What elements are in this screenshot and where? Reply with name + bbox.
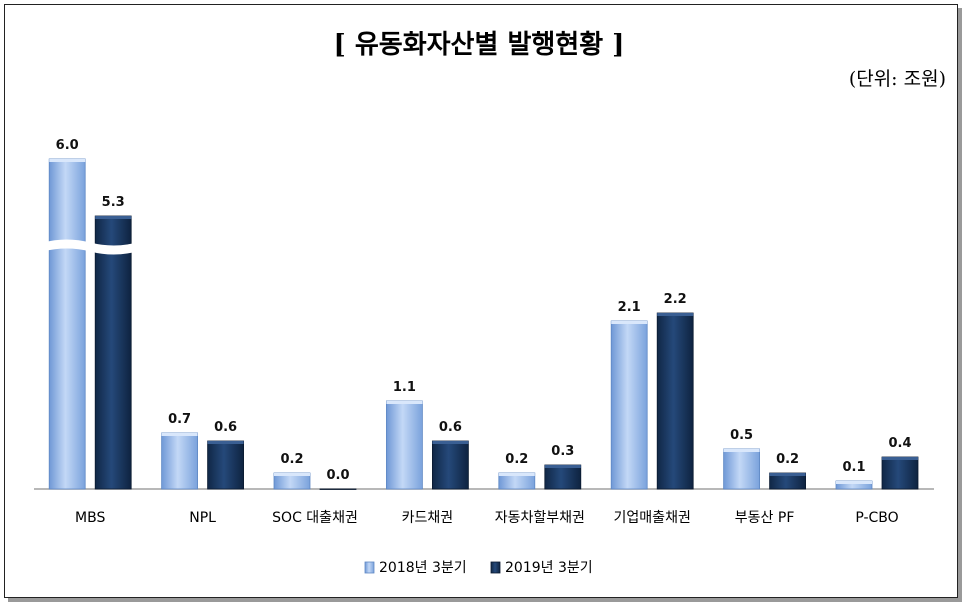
data-label: 0.5 xyxy=(730,428,753,443)
data-label: 2.1 xyxy=(618,300,641,315)
category-label: P-CBO xyxy=(855,510,898,526)
chart-frame xyxy=(4,4,958,598)
data-label: 2.2 xyxy=(664,292,687,307)
bar-top-highlight xyxy=(386,401,423,404)
category-label: MBS xyxy=(75,510,105,526)
category-label: 카드채권 xyxy=(402,510,454,526)
legend-label: 2019년 3분기 xyxy=(505,560,593,576)
chart-title: [ 유동화자산별 발행현황 ] xyxy=(333,30,625,60)
bar-MBS-2018년 3분기 xyxy=(48,158,86,490)
bar-부동산 PF-2018년 3분기 xyxy=(723,448,760,490)
bar-P-CBO-2019년 3분기 xyxy=(881,456,919,490)
data-label: 6.0 xyxy=(56,138,79,153)
data-label: 0.2 xyxy=(280,452,303,467)
data-label: 0.1 xyxy=(842,460,865,475)
bar-top-highlight xyxy=(49,159,86,162)
bar-NPL-2019년 3분기 xyxy=(207,440,245,490)
data-label: 0.7 xyxy=(168,412,191,427)
data-label: 0.4 xyxy=(888,436,911,451)
data-label: 0.0 xyxy=(326,468,349,483)
data-label: 0.6 xyxy=(439,420,462,435)
category-label: SOC 대출채권 xyxy=(272,510,358,526)
bar-NPL-2018년 3분기 xyxy=(161,432,199,490)
bar-기업매출채권-2019년 3분기 xyxy=(656,312,694,490)
bar-top-highlight xyxy=(432,441,469,444)
bar-카드채권-2018년 3분기 xyxy=(385,400,423,490)
bar-top-highlight xyxy=(723,449,760,452)
bar-기업매출채권-2018년 3분기 xyxy=(610,320,648,490)
bar-top-highlight xyxy=(95,216,132,219)
data-label: 0.2 xyxy=(505,452,528,467)
data-label: 0.6 xyxy=(214,420,237,435)
bar-MBS-2019년 3분기 xyxy=(94,215,132,490)
category-label: NPL xyxy=(189,510,216,526)
bar-top-highlight xyxy=(161,433,198,436)
bar-top-highlight xyxy=(544,465,581,468)
data-label: 1.1 xyxy=(393,380,416,395)
bar-top-highlight xyxy=(498,473,535,476)
bar-top-highlight xyxy=(274,473,310,476)
bar-top-highlight xyxy=(882,457,918,460)
bar-카드채권-2019년 3분기 xyxy=(431,440,469,490)
unit-label: (단위: 조원) xyxy=(848,68,946,90)
legend-swatch xyxy=(490,561,501,574)
bar-top-highlight xyxy=(836,481,872,484)
data-label: 0.3 xyxy=(551,444,574,459)
bar-자동차할부채권-2019년 3분기 xyxy=(544,464,582,490)
bar-SOC 대출채권-2019년 3분기 xyxy=(319,488,357,490)
bar-top-highlight xyxy=(769,473,806,476)
bar-top-highlight xyxy=(207,441,244,444)
legend-swatch xyxy=(364,561,375,574)
data-label: 5.3 xyxy=(102,195,125,210)
data-label: 0.2 xyxy=(776,452,799,467)
bar-top-highlight xyxy=(611,321,648,324)
category-label: 부동산 PF xyxy=(735,510,795,526)
legend-label: 2018년 3분기 xyxy=(379,560,467,576)
category-label: 자동차할부채권 xyxy=(495,510,585,526)
axis-break-mark xyxy=(42,239,138,255)
bar-top-highlight xyxy=(657,313,694,316)
category-label: 기업매출채권 xyxy=(614,510,691,526)
